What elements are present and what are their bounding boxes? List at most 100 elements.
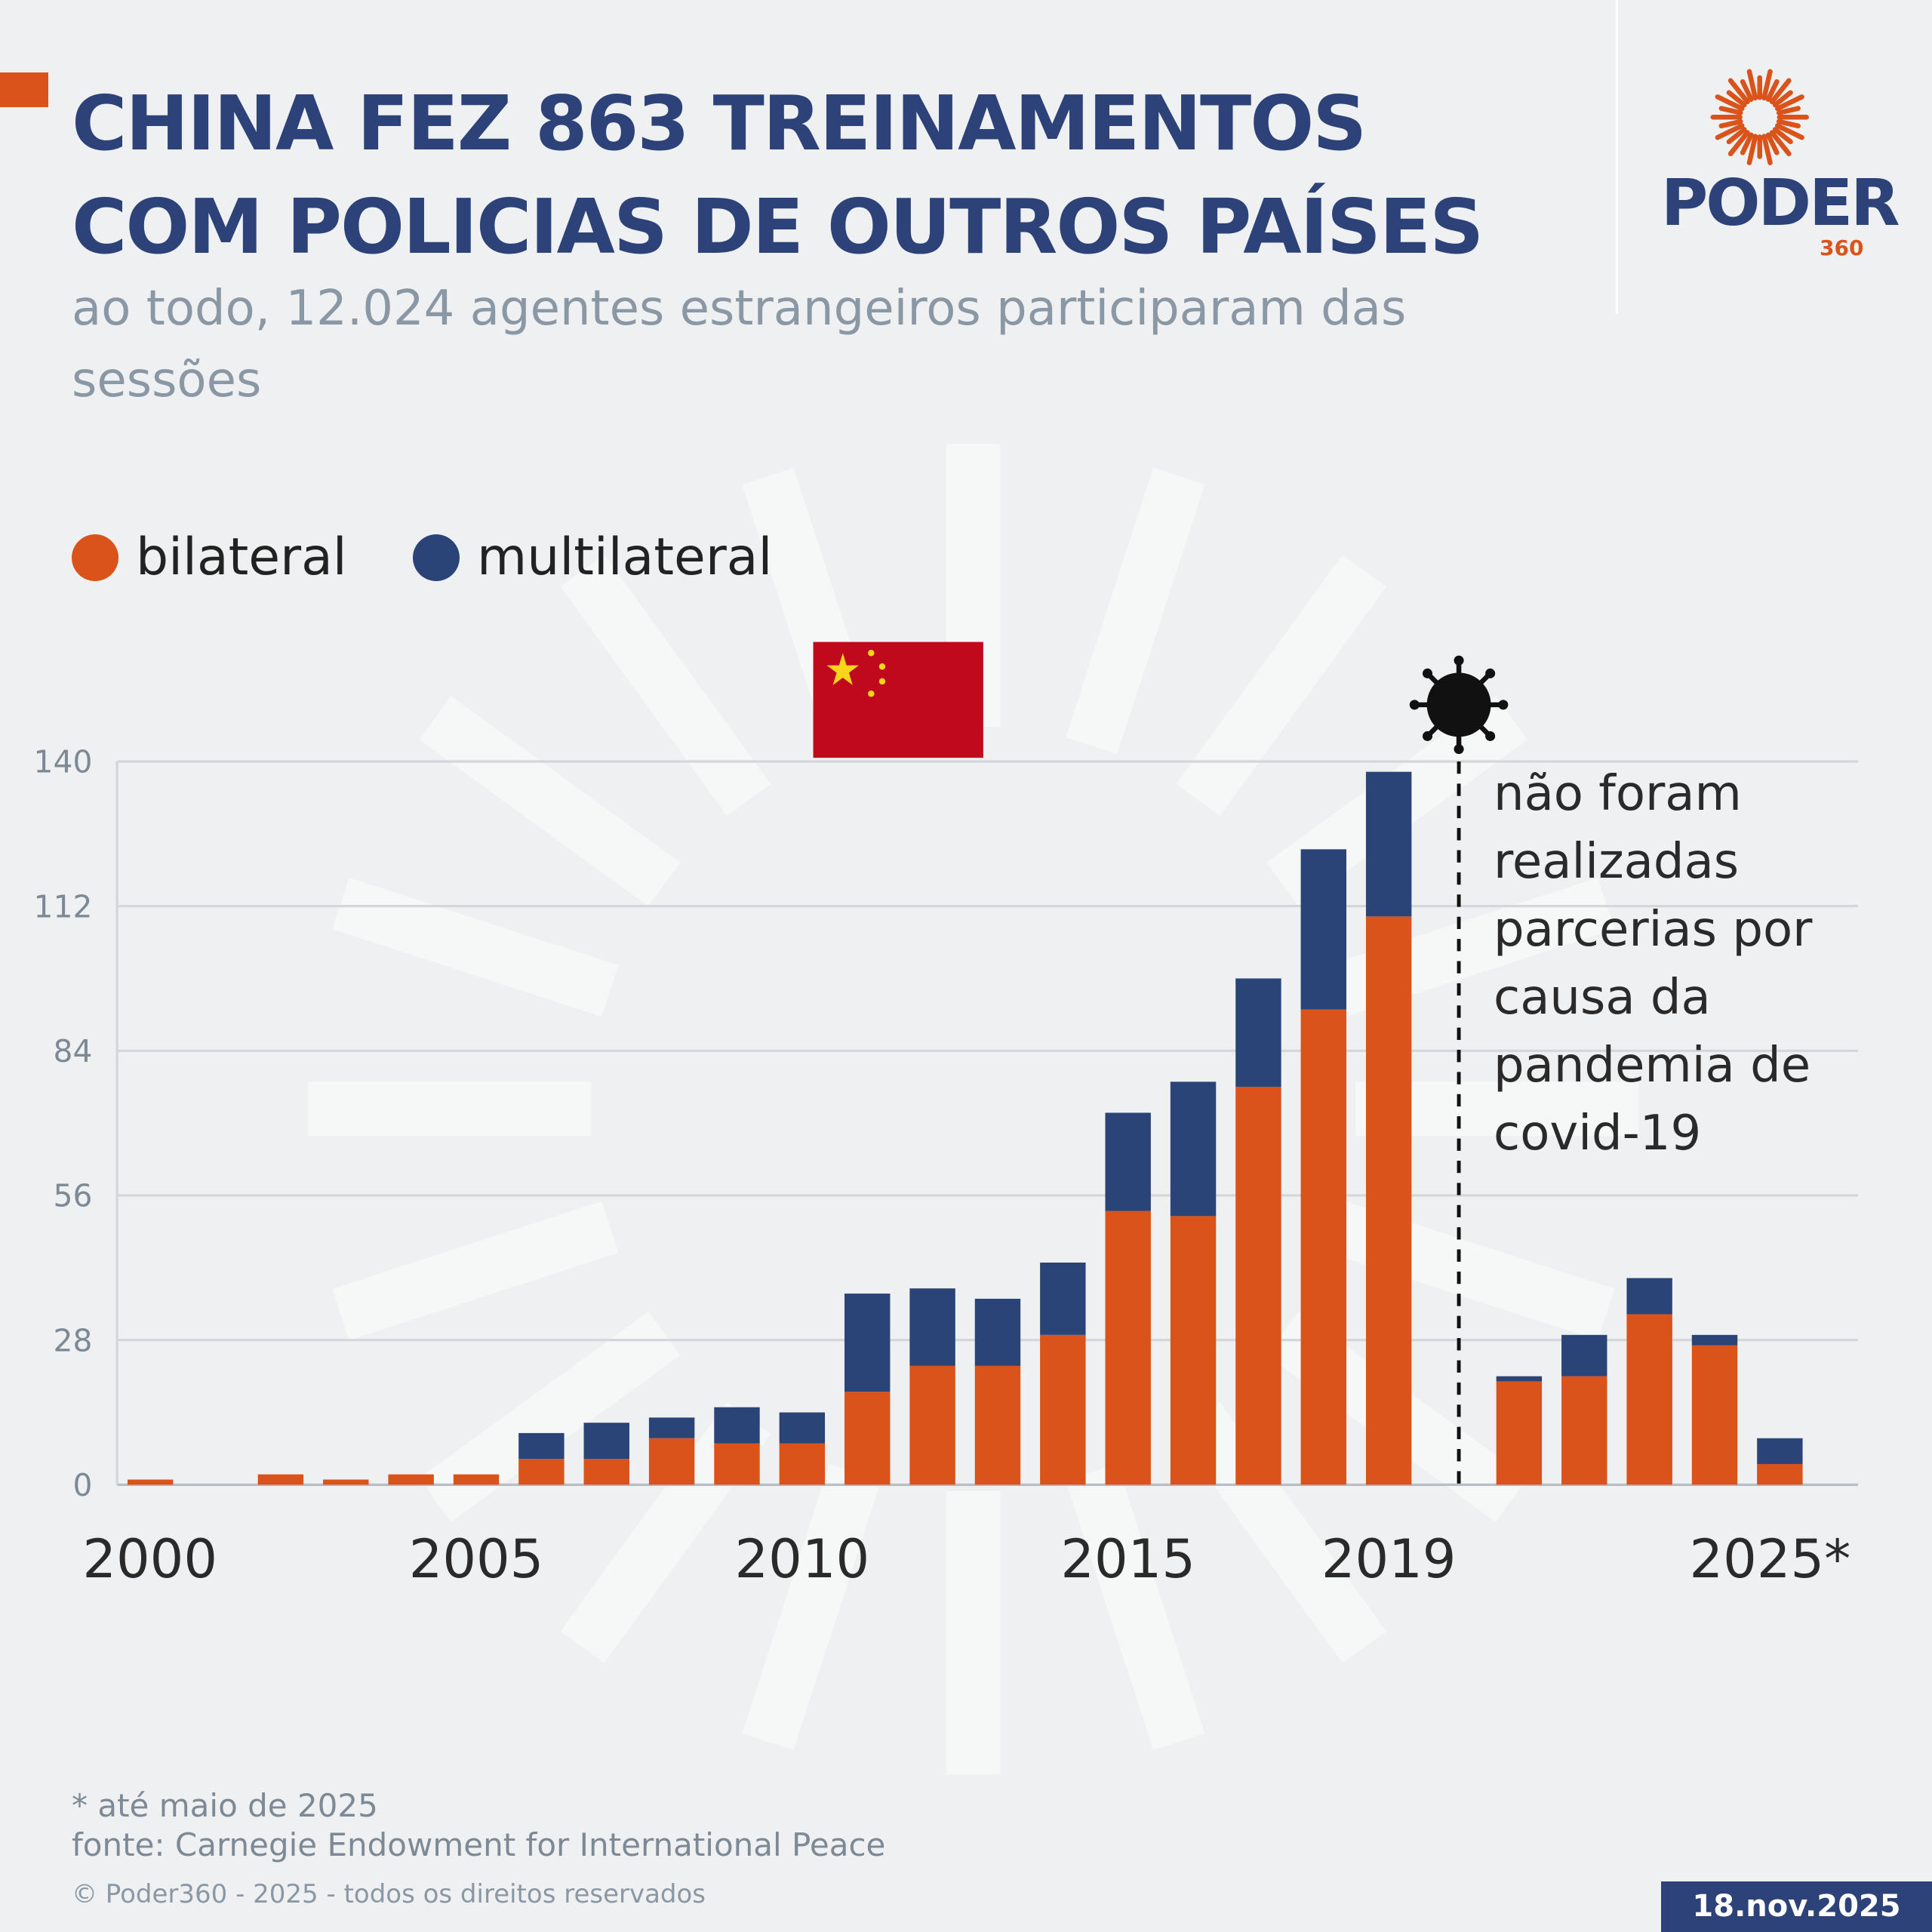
date-badge: 18.nov.2025 <box>1661 1881 1932 1932</box>
bar-multilateral-2016 <box>1170 1081 1217 1217</box>
subtitle: ao todo, 12.024 agentes estrangeiros par… <box>72 281 1407 408</box>
bar-bilateral-2015 <box>1105 1211 1151 1485</box>
logo-ray <box>1727 78 1750 105</box>
x-tick-label: 2015 <box>1060 1528 1195 1590</box>
bar-bilateral-2018 <box>1300 1009 1346 1485</box>
bar-bilateral-2010 <box>779 1443 826 1485</box>
logo-number: 360 <box>1820 235 1864 260</box>
bar-bilateral-2000 <box>127 1479 174 1485</box>
bar-bilateral-2004 <box>388 1474 434 1485</box>
annotation-line: covid-19 <box>1494 1106 1702 1161</box>
logo-ray <box>1769 78 1792 105</box>
bar-bilateral-2009 <box>714 1443 760 1485</box>
annotation-line: causa da <box>1494 970 1711 1026</box>
bar-bilateral-2016 <box>1170 1216 1217 1485</box>
bar-bilateral-2008 <box>648 1438 695 1485</box>
y-tick-label: 28 <box>54 1322 93 1358</box>
sunburst-ray <box>1355 1081 1639 1137</box>
footnote: * até maio de 2025 <box>72 1787 378 1824</box>
logo-ray <box>1740 78 1754 102</box>
bar-bilateral-2025 <box>1757 1463 1803 1485</box>
logo-ray <box>1776 106 1801 115</box>
sunburst-ray <box>560 555 771 817</box>
virus-spike-tip <box>1498 700 1509 710</box>
legend-item-multilateral: multilateral <box>413 528 772 587</box>
bar-bilateral-2012 <box>909 1365 955 1485</box>
virus-spike-tip <box>1409 700 1420 710</box>
logo-ray <box>1772 127 1793 145</box>
logo-ray <box>1769 130 1792 156</box>
source-note: fonte: Carnegie Endowment for Internatio… <box>72 1826 886 1863</box>
poder360-sun-logo <box>1710 69 1809 165</box>
y-tick-label: 0 <box>72 1467 92 1503</box>
legend-label: multilateral <box>477 528 773 587</box>
bar-multilateral-2010 <box>779 1412 826 1444</box>
bar-bilateral-2023 <box>1626 1314 1672 1485</box>
bar-multilateral-2025 <box>1757 1438 1803 1464</box>
logo-ray <box>1765 78 1780 102</box>
x-tick-label: 2000 <box>82 1528 217 1590</box>
bar-multilateral-2006 <box>518 1432 565 1460</box>
x-tick-label: 2005 <box>409 1528 544 1590</box>
bar-bilateral-2017 <box>1235 1087 1281 1485</box>
logo-word: PODER <box>1661 166 1900 241</box>
bar-multilateral-2015 <box>1105 1112 1151 1211</box>
logo-ray <box>1718 118 1743 129</box>
title-line: COM POLICIAS DE OUTROS PAÍSES <box>72 183 1484 271</box>
annotation-line: realizadas <box>1494 834 1740 890</box>
legend-item-bilateral: bilateral <box>72 528 347 587</box>
sunburst-ray <box>419 1311 681 1522</box>
logo-ray <box>1765 132 1780 155</box>
bar-bilateral-2019 <box>1365 916 1412 1485</box>
logo-ray <box>1726 127 1747 145</box>
bar-multilateral-2008 <box>648 1417 695 1438</box>
china-flag <box>813 641 983 758</box>
bar-bilateral-2024 <box>1691 1345 1738 1485</box>
x-tick-label: 2025* <box>1690 1528 1851 1590</box>
bar-bilateral-2002 <box>257 1474 304 1485</box>
bar-bilateral-2022 <box>1561 1376 1607 1485</box>
logo-ray <box>1740 132 1754 155</box>
virus-spike-tip <box>1422 731 1433 741</box>
bar-bilateral-2003 <box>323 1479 369 1485</box>
sunburst-ray <box>742 1463 881 1750</box>
sunburst-ray <box>1066 467 1205 755</box>
sunburst-ray <box>308 1081 592 1137</box>
logo-ray <box>1746 134 1758 165</box>
sunburst-ray <box>1176 1401 1387 1663</box>
y-tick-label: 56 <box>54 1178 93 1214</box>
bar-multilateral-2009 <box>714 1407 760 1444</box>
bar-multilateral-2011 <box>844 1294 891 1392</box>
bar-bilateral-2021 <box>1496 1381 1543 1485</box>
logo-ray <box>1715 123 1745 140</box>
virus-icon <box>1409 655 1509 755</box>
bar-bilateral-2005 <box>453 1474 500 1485</box>
bar-multilateral-2014 <box>1040 1262 1086 1335</box>
page-title: CHINA FEZ 863 TREINAMENTOS COM POLICIAS … <box>72 72 1484 278</box>
annotation-line: parcerias por <box>1494 902 1813 958</box>
virus-spike-tip <box>1485 668 1496 678</box>
y-tick-label: 84 <box>54 1033 93 1069</box>
logo-ray <box>1774 123 1804 140</box>
logo-ray <box>1761 134 1773 165</box>
virus-body <box>1426 672 1491 737</box>
bar-bilateral-2013 <box>974 1365 1021 1485</box>
bar-bilateral-2011 <box>844 1392 891 1485</box>
logo-ray <box>1727 130 1750 156</box>
sunburst-ray <box>946 1491 1001 1775</box>
bar-multilateral-2024 <box>1691 1334 1738 1346</box>
legend-swatch <box>413 534 460 581</box>
annotation-line: não foram <box>1494 766 1742 822</box>
sunburst-ray <box>1176 555 1387 817</box>
bar-multilateral-2018 <box>1300 849 1346 1010</box>
logo-ray <box>1761 69 1773 101</box>
bar-multilateral-2023 <box>1626 1278 1672 1315</box>
bar-bilateral-2007 <box>583 1459 629 1485</box>
logo-ray <box>1772 90 1793 108</box>
sunburst-ray <box>1066 1463 1205 1750</box>
logo-ray <box>1726 90 1747 108</box>
legend-label: bilateral <box>136 528 347 587</box>
annotation-line: pandemia de <box>1494 1038 1811 1094</box>
